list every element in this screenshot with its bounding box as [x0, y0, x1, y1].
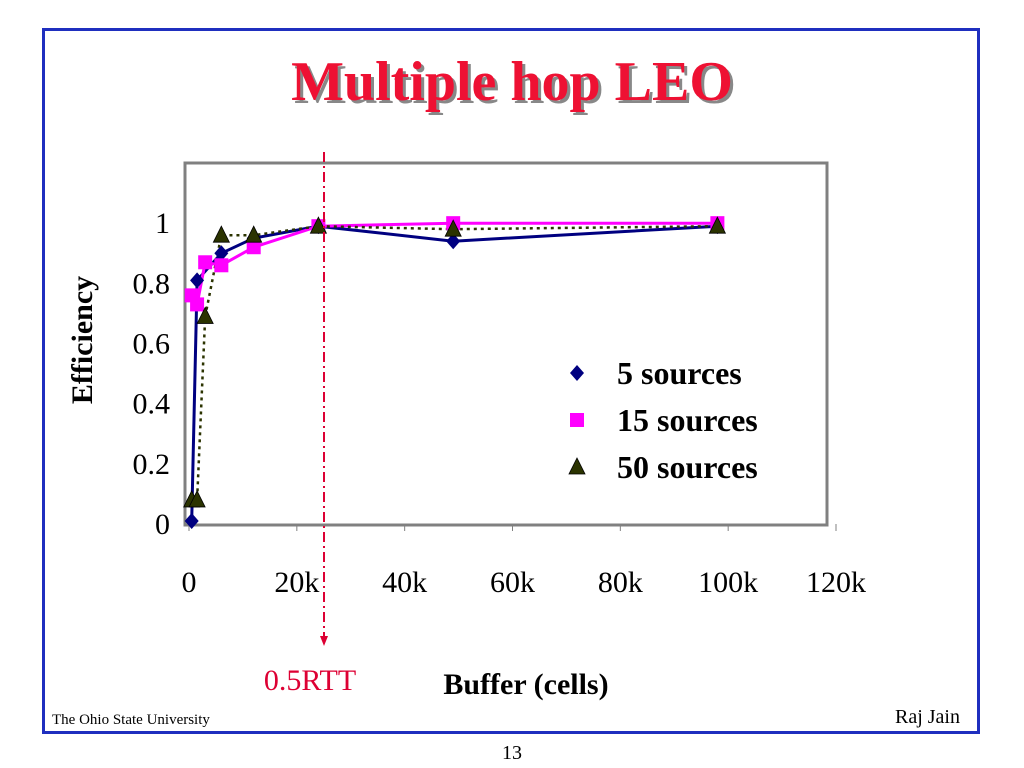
data-point	[184, 512, 199, 529]
x-tick-label: 100k	[698, 566, 758, 599]
y-tick-label: 0.4	[133, 388, 171, 421]
y-tick-label: 0.6	[133, 328, 171, 361]
legend-marker	[568, 457, 586, 475]
series-line	[191, 224, 718, 502]
data-point	[309, 216, 328, 234]
legend-marker	[570, 413, 584, 427]
data-point	[198, 255, 213, 270]
data-point	[708, 216, 727, 234]
y-tick-label: 0.8	[133, 267, 171, 300]
x-tick-label: 60k	[490, 566, 535, 599]
x-tick-label: 0	[182, 566, 197, 599]
data-point	[212, 225, 230, 243]
legend-label: 5 sources	[617, 355, 742, 391]
data-point	[190, 297, 205, 312]
footer-author: Raj Jain	[895, 706, 960, 728]
x-tick-label: 80k	[598, 566, 643, 599]
slide-title: Multiple hop LEO	[291, 51, 733, 113]
footer-university: The Ohio State University	[52, 712, 210, 728]
data-point	[245, 225, 263, 243]
y-tick-label: 1	[155, 207, 170, 240]
data-point	[214, 245, 229, 262]
legend-label: 50 sources	[617, 449, 758, 485]
x-tick-label: 120k	[806, 566, 866, 599]
data-point	[446, 233, 461, 250]
rtt-arrow-head	[320, 636, 328, 646]
data-point	[196, 306, 214, 324]
y-tick-label: 0.2	[133, 448, 171, 481]
y-tick-label: 0	[155, 508, 170, 541]
legend-label: 15 sources	[617, 402, 758, 438]
legend-marker	[570, 365, 584, 381]
data-point	[246, 240, 261, 255]
data-point	[190, 272, 205, 289]
data-point	[188, 490, 206, 508]
x-tick-label: 40k	[382, 566, 427, 599]
y-axis-label: Efficiency	[66, 276, 99, 404]
data-point	[214, 258, 229, 273]
data-point	[444, 219, 462, 237]
rtt-annotation-label: 0.5RTT	[264, 664, 356, 697]
slide-frame	[42, 28, 980, 734]
page-number: 13	[502, 742, 522, 764]
x-axis-label: Buffer (cells)	[443, 668, 608, 701]
x-tick-label: 20k	[274, 566, 319, 599]
